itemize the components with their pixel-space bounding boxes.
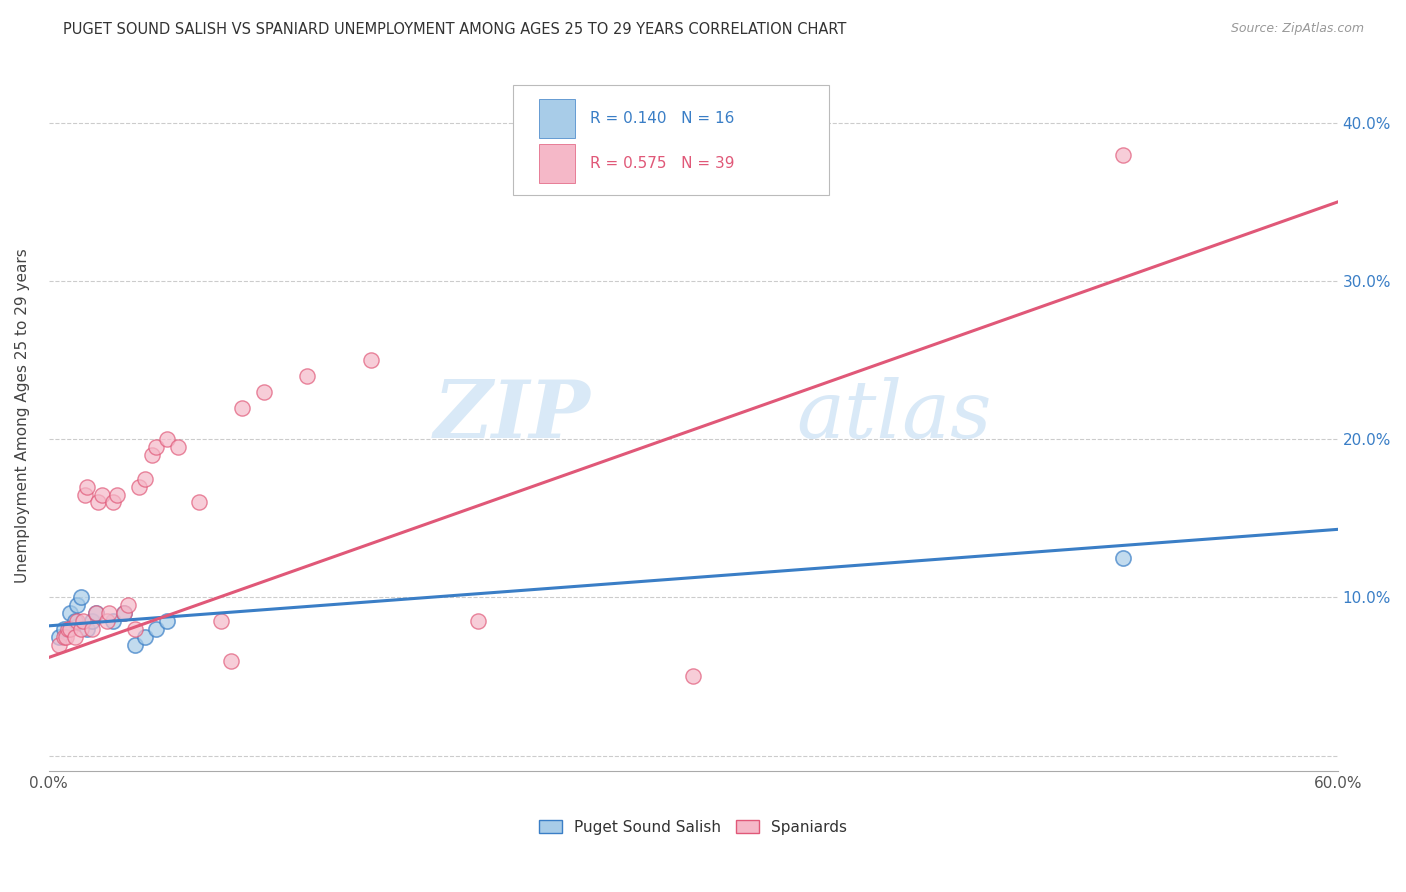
- Point: [63, 630, 86, 644]
- Point: [48, 630, 70, 644]
- Point: [96, 614, 118, 628]
- Point: [91, 487, 114, 501]
- Point: [1112, 147, 1135, 161]
- Point: [59, 606, 82, 620]
- Point: [112, 606, 135, 620]
- Point: [221, 654, 243, 668]
- Text: PUGET SOUND SALISH VS SPANIARD UNEMPLOYMENT AMONG AGES 25 TO 29 YEARS CORRELATIO: PUGET SOUND SALISH VS SPANIARD UNEMPLOYM…: [63, 22, 846, 37]
- Point: [66, 599, 89, 613]
- Point: [128, 480, 150, 494]
- Point: [103, 614, 125, 628]
- Point: [107, 487, 129, 501]
- Point: [1112, 550, 1135, 565]
- Text: ZIP: ZIP: [433, 376, 591, 454]
- Point: [76, 622, 98, 636]
- Point: [617, 131, 640, 145]
- Point: [87, 495, 110, 509]
- Point: [59, 622, 82, 636]
- Point: [156, 614, 179, 628]
- Point: [66, 614, 89, 628]
- Text: Source: ZipAtlas.com: Source: ZipAtlas.com: [1230, 22, 1364, 36]
- Point: [70, 591, 93, 605]
- Text: R = 0.575   N = 39: R = 0.575 N = 39: [591, 156, 734, 170]
- Point: [295, 368, 318, 383]
- Point: [134, 472, 156, 486]
- Point: [124, 638, 146, 652]
- Point: [72, 614, 94, 628]
- Bar: [538, 144, 575, 183]
- Point: [231, 401, 253, 415]
- Point: [97, 606, 120, 620]
- Point: [70, 622, 93, 636]
- Point: [134, 630, 156, 644]
- Point: [188, 495, 211, 509]
- Point: [48, 638, 70, 652]
- Point: [360, 353, 382, 368]
- Point: [141, 448, 163, 462]
- Point: [156, 432, 179, 446]
- FancyBboxPatch shape: [513, 85, 828, 194]
- Point: [252, 384, 274, 399]
- Point: [166, 440, 188, 454]
- Point: [112, 606, 135, 620]
- Point: [56, 622, 79, 636]
- Point: [117, 599, 139, 613]
- Point: [84, 606, 107, 620]
- Point: [80, 622, 103, 636]
- Bar: [538, 99, 575, 138]
- Point: [124, 622, 146, 636]
- Point: [103, 495, 125, 509]
- Text: atlas: atlas: [796, 376, 991, 454]
- Y-axis label: Unemployment Among Ages 25 to 29 years: Unemployment Among Ages 25 to 29 years: [15, 248, 30, 582]
- Point: [145, 440, 167, 454]
- Point: [55, 630, 77, 644]
- Point: [76, 480, 98, 494]
- Legend: Puget Sound Salish, Spaniards: Puget Sound Salish, Spaniards: [538, 820, 848, 835]
- Point: [52, 630, 75, 644]
- Point: [145, 622, 167, 636]
- Text: R = 0.140   N = 16: R = 0.140 N = 16: [591, 111, 734, 126]
- Point: [682, 669, 704, 683]
- Point: [467, 614, 489, 628]
- Point: [84, 606, 107, 620]
- Point: [63, 614, 86, 628]
- Point: [52, 622, 75, 636]
- Point: [75, 487, 97, 501]
- Point: [80, 614, 103, 628]
- Point: [209, 614, 232, 628]
